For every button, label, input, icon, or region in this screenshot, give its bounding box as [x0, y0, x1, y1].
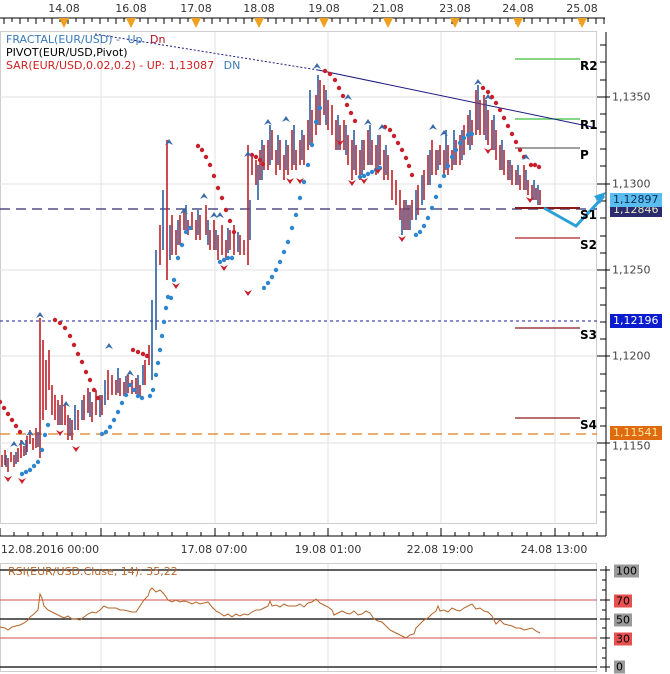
- price-label: 1,1350: [612, 90, 651, 104]
- date-label: 14.08: [48, 2, 80, 15]
- date-label: 19.08: [308, 2, 340, 15]
- pivot-label-s3: S3: [580, 328, 597, 342]
- pivot-label-s1: S1: [580, 208, 597, 222]
- vgrid: [100, 32, 556, 523]
- price-label: 1,1150: [612, 439, 651, 453]
- time-label: 22.08 19:00: [406, 543, 474, 556]
- date-label: 23.08: [439, 2, 471, 15]
- pivot-label-s4: S4: [580, 418, 597, 432]
- sar-dn-label: DN: [223, 59, 241, 72]
- forecast-arrow-line: [543, 194, 606, 228]
- pivot-label-p: P: [580, 148, 589, 162]
- pivot-label-s2: S2: [580, 238, 597, 252]
- dotted-level-tag: 1,12196: [610, 314, 662, 328]
- pivot-label-r2: R2: [580, 59, 598, 73]
- price-label: 1,1200: [612, 349, 651, 363]
- top-ruler-ticks: [3, 18, 605, 24]
- trendline-resistance: [317, 69, 598, 129]
- date-label: 17.08: [180, 2, 212, 15]
- date-markers: [59, 18, 587, 28]
- pivot-legend: PIVOT(EUR/USD,Pivot): [6, 46, 128, 59]
- rsi-level-70: 70: [614, 594, 632, 608]
- rsi-axis-ticks: [600, 569, 610, 668]
- date-label: 24.08: [502, 2, 534, 15]
- trendline-dotted: [94, 33, 319, 71]
- time-label: 12.08.2016 00:00: [0, 543, 100, 556]
- rsi-vgrid: [100, 564, 556, 671]
- fractal-up-label: Up: [127, 33, 143, 46]
- price-label: 1,1300: [612, 177, 651, 191]
- hgrid: [0, 96, 597, 444]
- rsi-level-0: 0: [614, 660, 625, 674]
- forecast-arrow-head: [594, 192, 606, 204]
- sar-legend: SAR(EUR/USD,0.02,0.2) - UP: 1,13087: [6, 59, 215, 72]
- sar-up-dots: [19, 105, 475, 477]
- sar-down-dots: [0, 68, 542, 435]
- fractal-dn-label: Dn: [150, 33, 166, 46]
- time-label: 17.08 07:00: [180, 543, 248, 556]
- rsi-level-30: 30: [614, 632, 632, 646]
- price-label: 1,1250: [612, 263, 651, 277]
- time-label: 24.08 13:00: [520, 543, 588, 556]
- fractal-legend: FRACTAL(EUR/USD) -: [6, 33, 120, 46]
- time-label: 19.08 01:00: [294, 543, 362, 556]
- orange-level-tag: 1,11541: [610, 426, 662, 440]
- price-bars: [1, 75, 541, 472]
- rsi-level-100: 100: [614, 564, 639, 578]
- last-price-tag: 1,12897: [610, 193, 662, 207]
- date-label: 21.08: [372, 2, 404, 15]
- rsi-title: RSI(EUR/USD.Cluse, 14): 35,22: [8, 565, 178, 578]
- pivot-lines: [515, 58, 580, 419]
- date-label: 25.08: [566, 2, 598, 15]
- pivot-label-r1: R1: [580, 118, 598, 132]
- time-axis-ticks: [0, 528, 607, 536]
- rsi-level-50: 50: [614, 613, 632, 627]
- price-axis-ticks: [597, 44, 610, 513]
- rsi-line: [0, 587, 541, 639]
- date-label: 18.08: [243, 2, 275, 15]
- date-label: 16.08: [115, 2, 147, 15]
